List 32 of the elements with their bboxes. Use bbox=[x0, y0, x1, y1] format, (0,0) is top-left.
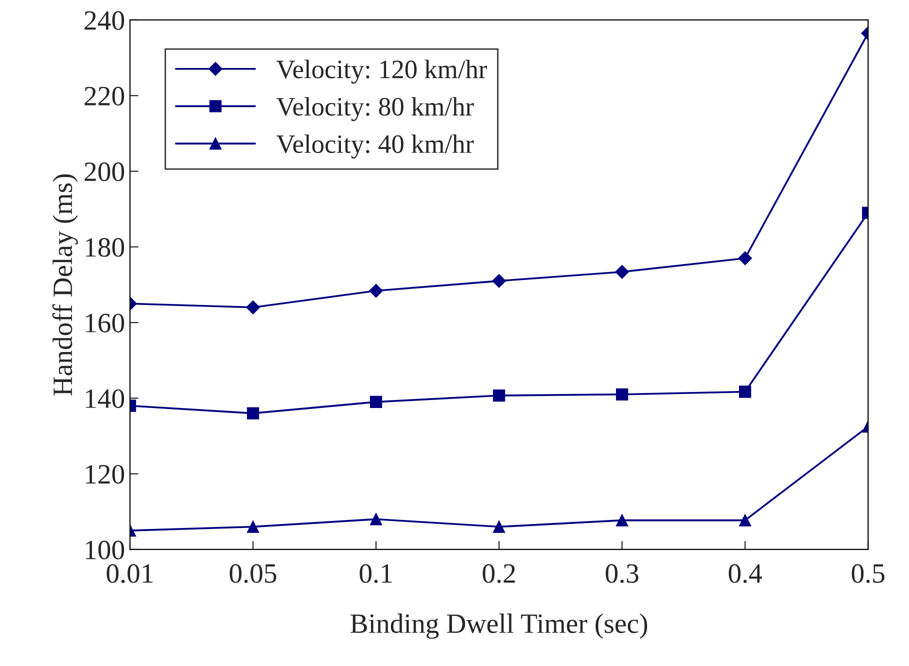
x-tick-label: 0.05 bbox=[230, 564, 276, 584]
x-tick-label: 0.2 bbox=[482, 564, 515, 584]
y-tick-label: 160 bbox=[86, 314, 124, 332]
point bbox=[370, 396, 382, 408]
y-tick-label: 240 bbox=[84, 11, 124, 30]
y-tick-label: 180 bbox=[86, 238, 124, 257]
x-tick-label: 0.3 bbox=[606, 564, 638, 584]
legend-label: Velocity: 80 km/hr bbox=[276, 97, 474, 122]
legend-label: Velocity: 40 km/hr bbox=[276, 134, 474, 158]
point bbox=[246, 407, 260, 420]
point bbox=[616, 388, 628, 400]
x-axis-title: Binding Dwell Timer (sec) bbox=[350, 614, 648, 639]
point bbox=[370, 513, 382, 526]
y-tick-label: 140 bbox=[86, 389, 124, 408]
y-tick-label: 200 bbox=[84, 162, 124, 182]
point bbox=[246, 520, 260, 533]
x-tick-label: 0.01 bbox=[106, 564, 153, 584]
point bbox=[492, 520, 506, 533]
y-tick-label: 120 bbox=[86, 464, 124, 484]
point bbox=[492, 274, 506, 288]
point bbox=[369, 284, 383, 298]
legend-label: Velocity: 120 km/hr bbox=[276, 60, 487, 84]
y-tick-label: 100 bbox=[86, 540, 124, 560]
x-tick-label: 0.5 bbox=[852, 564, 884, 584]
x-tick-label: 0.1 bbox=[360, 564, 392, 584]
point bbox=[616, 514, 628, 526]
point bbox=[492, 389, 506, 402]
y-axis-title: Handoff Delay (ms) bbox=[52, 174, 78, 396]
y-tick-label: 220 bbox=[84, 86, 124, 106]
x-tick-label: 0.4 bbox=[728, 564, 762, 584]
point bbox=[246, 300, 260, 314]
point bbox=[615, 264, 629, 279]
